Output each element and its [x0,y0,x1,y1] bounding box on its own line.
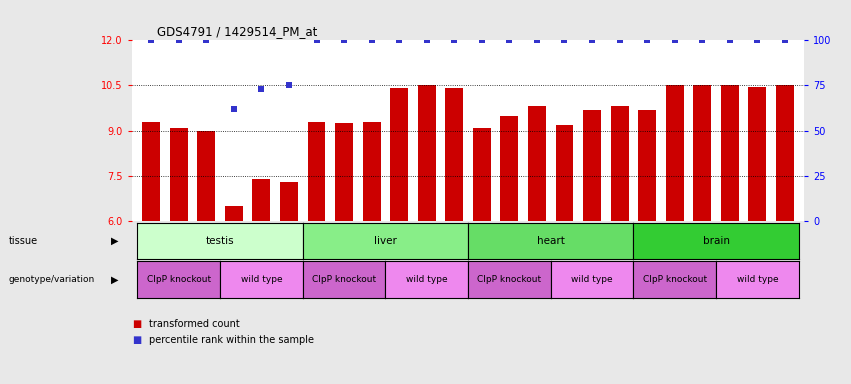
Point [172,37,186,43]
Text: liver: liver [374,236,397,246]
Point [585,37,599,43]
Text: ClpP knockout: ClpP knockout [643,275,707,284]
Bar [253,179,271,221]
Bar [694,86,711,221]
Point [227,106,241,112]
Bar [721,86,739,221]
Point [283,83,296,89]
Point [530,37,544,43]
Bar [170,127,188,221]
Bar [583,109,601,221]
Point [199,37,213,43]
Point [695,37,709,43]
Bar [335,123,353,221]
Text: testis: testis [206,236,234,246]
Bar [418,86,436,221]
Text: ClpP knockout: ClpP knockout [477,275,541,284]
Bar [776,86,794,221]
Bar [363,121,380,221]
Text: ■: ■ [132,319,141,329]
Bar [225,206,243,221]
Text: wild type: wild type [737,275,778,284]
Bar [280,182,298,221]
Bar [748,87,766,221]
Point [420,37,433,43]
Text: wild type: wild type [571,275,613,284]
Point [668,37,682,43]
Point [557,37,571,43]
Point [448,37,461,43]
Bar [473,127,491,221]
Text: ClpP knockout: ClpP knockout [312,275,376,284]
Point [503,37,517,43]
Text: ▶: ▶ [111,274,118,285]
Text: percentile rank within the sample: percentile rank within the sample [149,335,314,345]
Point [475,37,488,43]
Text: wild type: wild type [406,275,448,284]
Point [778,37,791,43]
Bar [391,88,408,221]
Bar [556,124,574,221]
Text: ■: ■ [132,335,141,345]
Point [640,37,654,43]
Text: wild type: wild type [241,275,283,284]
Point [723,37,737,43]
Point [254,86,268,92]
Text: transformed count: transformed count [149,319,240,329]
Text: ▶: ▶ [111,236,118,246]
Point [337,37,351,43]
Bar [197,131,215,221]
Point [365,37,379,43]
Point [145,37,158,43]
Text: heart: heart [537,236,565,246]
Bar [500,116,518,221]
Point [751,37,764,43]
Bar [445,88,463,221]
Bar [611,106,629,221]
Bar [142,121,160,221]
Point [310,37,323,43]
Point [392,37,406,43]
Text: tissue: tissue [9,236,37,246]
Text: GDS4791 / 1429514_PM_at: GDS4791 / 1429514_PM_at [157,25,317,38]
Bar [638,109,656,221]
Bar [665,86,683,221]
Text: ClpP knockout: ClpP knockout [146,275,211,284]
Text: genotype/variation: genotype/variation [9,275,94,284]
Bar [307,121,325,221]
Bar [528,106,545,221]
Text: brain: brain [703,236,729,246]
Point [613,37,626,43]
